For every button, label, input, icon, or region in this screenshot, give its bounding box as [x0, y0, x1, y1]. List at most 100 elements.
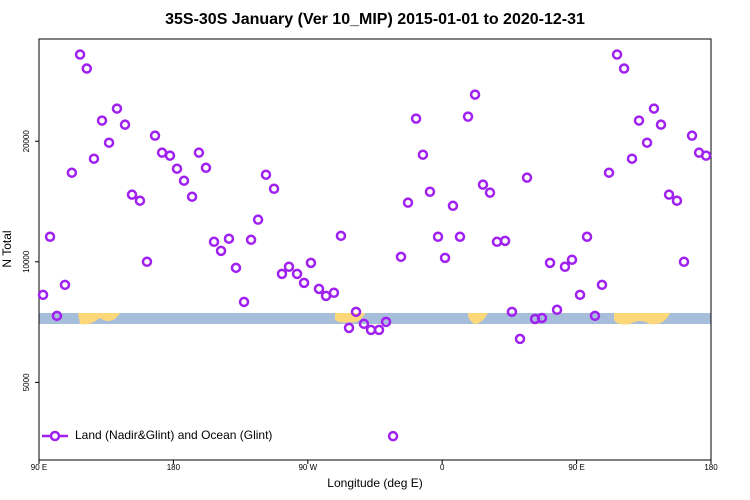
point	[283, 261, 295, 272]
point	[252, 214, 264, 225]
point	[514, 333, 526, 345]
point	[469, 89, 481, 100]
point	[313, 283, 325, 295]
point	[380, 316, 392, 328]
point	[589, 310, 601, 322]
point	[551, 304, 563, 316]
point	[373, 324, 385, 336]
plot-frame	[38, 38, 712, 461]
point	[245, 234, 257, 246]
point	[44, 231, 56, 242]
x-tick-label: 180	[167, 463, 181, 472]
point	[74, 49, 86, 60]
point	[119, 119, 131, 130]
point	[208, 236, 220, 248]
point	[603, 167, 615, 178]
point	[417, 149, 429, 160]
legend-marker	[49, 430, 61, 442]
legend-label: Land (Nadir&Glint) and Ocean (Glint)	[75, 428, 272, 442]
point	[618, 63, 630, 74]
point	[365, 324, 377, 336]
point	[678, 256, 690, 268]
point	[700, 150, 712, 161]
point	[559, 261, 571, 272]
y-tick-label: 5000	[22, 373, 31, 391]
point	[641, 137, 653, 148]
y-tick-label: 10000	[22, 250, 31, 273]
point	[141, 256, 153, 268]
point	[387, 430, 399, 442]
point	[633, 115, 645, 126]
point	[223, 233, 235, 244]
point	[171, 163, 183, 174]
point	[291, 268, 303, 280]
point	[439, 252, 451, 264]
point	[37, 289, 49, 301]
y-axis-label: N Total	[0, 230, 14, 267]
point	[186, 191, 198, 202]
point	[447, 200, 459, 212]
point	[663, 189, 675, 200]
point	[111, 103, 123, 114]
point	[544, 257, 556, 269]
point	[648, 103, 660, 114]
point	[81, 63, 93, 74]
point	[671, 195, 683, 206]
point	[402, 197, 414, 208]
point	[521, 172, 533, 183]
point	[298, 277, 310, 289]
point	[454, 231, 466, 242]
point	[126, 189, 138, 200]
x-tick-label: 90 E	[568, 463, 584, 472]
point	[305, 257, 317, 269]
point	[626, 153, 638, 164]
point	[536, 312, 548, 324]
point	[164, 150, 176, 161]
chart-title: 35S-30S January (Ver 10_MIP) 2015-01-01 …	[165, 11, 585, 28]
point	[581, 231, 593, 242]
x-tick-label: 90 E	[31, 463, 47, 472]
x-axis-label: Longitude (deg E)	[327, 476, 422, 490]
point	[335, 230, 347, 242]
point	[686, 130, 698, 141]
point	[574, 289, 586, 301]
point	[96, 115, 108, 126]
point	[395, 251, 407, 263]
map-band	[39, 313, 711, 325]
point	[328, 287, 340, 299]
point	[432, 231, 444, 242]
point	[484, 187, 496, 198]
point	[193, 147, 205, 158]
point	[66, 167, 78, 178]
point	[260, 169, 272, 180]
point	[178, 175, 190, 186]
point	[477, 179, 489, 190]
point	[268, 183, 280, 194]
point	[566, 254, 578, 265]
point	[462, 111, 474, 122]
x-tick-label: 180	[704, 463, 718, 472]
point	[134, 195, 146, 206]
point	[410, 113, 422, 124]
point	[59, 279, 71, 291]
point	[506, 306, 518, 318]
x-tick-label: 0	[440, 463, 445, 472]
point	[343, 322, 355, 334]
point	[655, 119, 667, 130]
point	[51, 310, 63, 322]
point	[611, 49, 623, 60]
point	[149, 130, 161, 141]
point	[200, 162, 212, 174]
point	[491, 236, 503, 248]
point	[103, 137, 115, 148]
point	[238, 296, 250, 308]
point	[215, 245, 227, 257]
point	[350, 306, 362, 318]
point	[276, 268, 288, 280]
point	[424, 186, 436, 197]
y-tick-label: 20000	[22, 130, 31, 153]
point	[358, 318, 370, 330]
point	[499, 235, 511, 247]
point	[596, 279, 608, 291]
